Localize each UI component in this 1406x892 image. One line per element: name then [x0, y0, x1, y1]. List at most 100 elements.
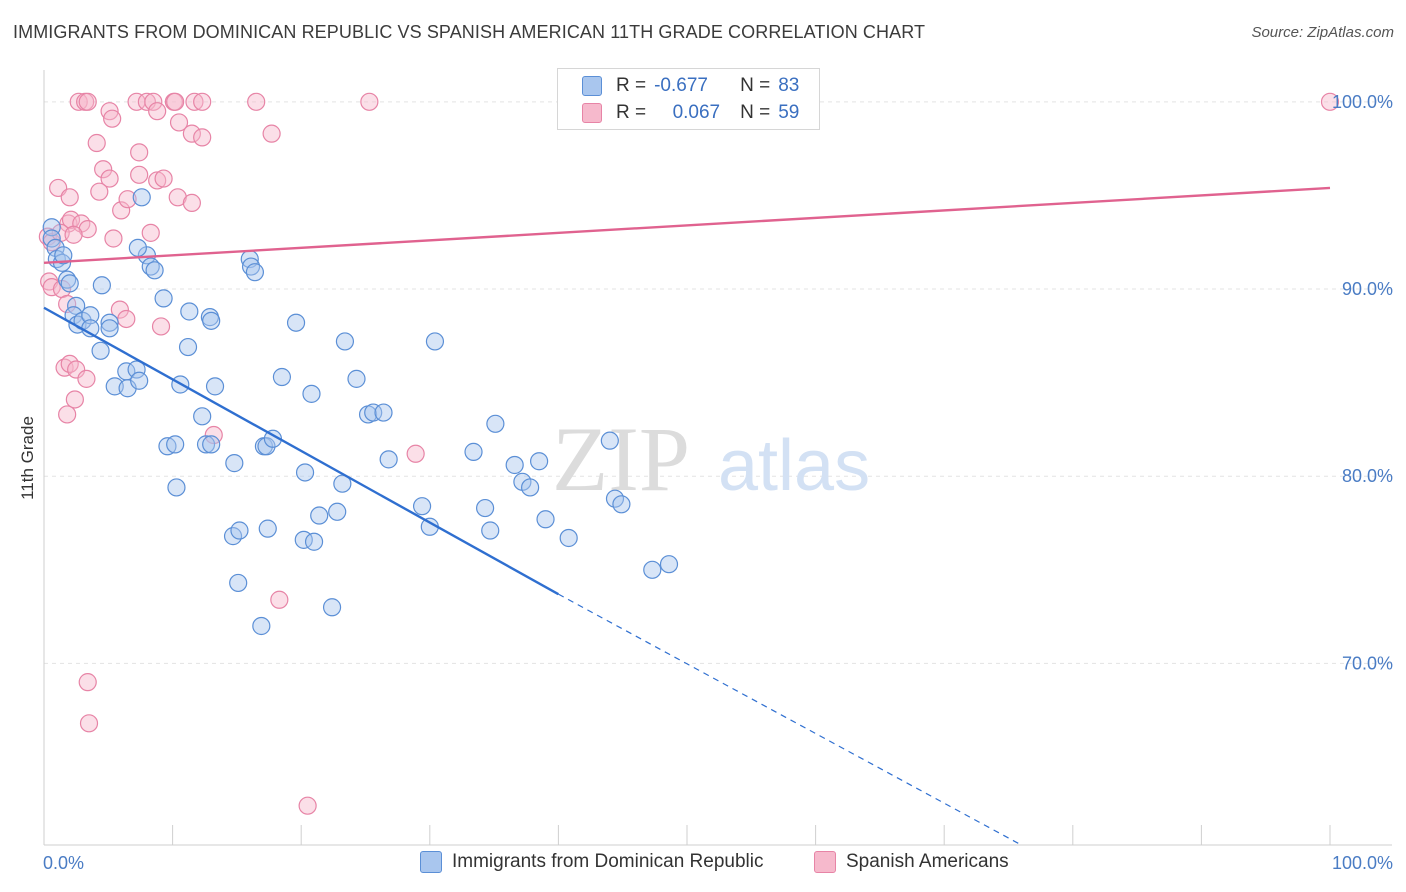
data-point	[475, 498, 495, 518]
x-tick-label: 0.0%	[43, 853, 84, 873]
data-point	[127, 360, 146, 379]
data-point	[144, 92, 163, 111]
data-point	[166, 435, 185, 454]
stats-swatch-blue	[582, 76, 602, 96]
stats-n-label: N =	[740, 102, 771, 123]
data-point	[87, 133, 106, 153]
data-point	[406, 444, 425, 463]
data-point	[100, 319, 119, 338]
data-point	[148, 171, 167, 190]
data-point	[505, 455, 524, 475]
stats-r-value: -0.677	[654, 75, 708, 96]
data-point	[270, 590, 289, 609]
data-point	[302, 384, 321, 403]
trend-line-dominican-republic	[43, 306, 559, 596]
data-point	[205, 377, 225, 396]
legend-item-dominican-republic[interactable]: Immigrants from Dominican Republic	[420, 851, 764, 873]
data-point	[81, 306, 100, 325]
axes	[43, 70, 1392, 846]
data-point	[229, 573, 248, 593]
data-point	[252, 616, 271, 636]
y-tick-label: 70.0%	[1342, 653, 1393, 673]
data-point	[272, 367, 292, 387]
data-point	[286, 313, 306, 332]
data-point	[559, 528, 578, 548]
trend-line-spanish-americans	[43, 186, 1331, 265]
y-axis-title: 11th Grade	[18, 416, 37, 500]
data-point	[230, 521, 249, 540]
grid-lines	[44, 101, 1392, 664]
data-point	[178, 337, 198, 357]
data-point	[64, 225, 83, 244]
y-tick-label: 90.0%	[1342, 279, 1393, 299]
data-point	[100, 102, 119, 121]
data-point	[310, 506, 329, 525]
data-point	[379, 450, 398, 469]
data-point	[425, 332, 445, 351]
data-point	[412, 497, 432, 516]
data-point	[347, 369, 366, 388]
data-point	[486, 414, 505, 433]
stats-row-pink: R = 0.067 N = 59	[582, 100, 799, 126]
watermark-atlas: atlas	[718, 426, 870, 506]
data-point	[295, 463, 315, 482]
data-point	[100, 313, 119, 332]
data-point	[169, 113, 189, 132]
data-point	[322, 598, 342, 617]
data-point	[335, 332, 355, 351]
data-point	[659, 555, 679, 574]
data-point	[166, 92, 185, 111]
data-point	[182, 193, 201, 213]
data-point	[110, 300, 129, 319]
data-point	[58, 294, 77, 314]
data-point	[262, 124, 281, 143]
watermark: ZIP atlas	[552, 408, 870, 510]
chart-title: IMMIGRANTS FROM DOMINICAN REPUBLIC VS SP…	[13, 22, 926, 42]
legend-label: Spanish Americans	[846, 851, 1009, 872]
data-point	[154, 169, 173, 188]
data-point	[118, 190, 137, 209]
data-point	[60, 188, 79, 207]
legend-label: Immigrants from Dominican Republic	[452, 851, 764, 872]
data-point	[182, 124, 201, 143]
data-point	[65, 390, 84, 409]
data-point	[612, 495, 631, 514]
stats-swatch-pink	[582, 103, 602, 123]
data-point	[536, 510, 555, 529]
legend-swatch-pink	[814, 851, 836, 873]
series-dominican-republic	[42, 188, 679, 636]
data-point	[247, 92, 266, 111]
data-point	[77, 369, 96, 388]
data-point	[167, 478, 186, 497]
data-point	[1320, 92, 1340, 111]
data-point	[600, 431, 619, 450]
data-point	[130, 165, 149, 184]
data-point	[92, 276, 111, 295]
data-point	[364, 403, 383, 422]
data-point	[104, 229, 123, 248]
stats-r-label: R =	[616, 75, 647, 96]
data-point	[145, 261, 164, 280]
data-point	[154, 289, 173, 308]
data-point	[225, 454, 244, 473]
data-point	[130, 371, 149, 390]
legend-item-spanish-americans[interactable]: Spanish Americans	[814, 851, 1009, 873]
data-point	[530, 452, 549, 471]
data-point	[128, 238, 147, 257]
data-point	[193, 92, 212, 111]
stats-n-value: 83	[778, 75, 800, 96]
data-point	[304, 532, 324, 551]
data-point	[196, 435, 216, 454]
data-point	[79, 714, 99, 733]
stats-n-value: 59	[778, 102, 800, 123]
data-point	[100, 169, 119, 188]
data-point	[148, 102, 167, 121]
data-point	[58, 405, 77, 424]
trend-lines	[43, 186, 1331, 846]
data-point	[61, 210, 81, 229]
legend-swatch-blue	[420, 851, 442, 873]
data-point	[202, 435, 221, 454]
data-point	[42, 229, 61, 248]
data-point	[78, 673, 97, 692]
